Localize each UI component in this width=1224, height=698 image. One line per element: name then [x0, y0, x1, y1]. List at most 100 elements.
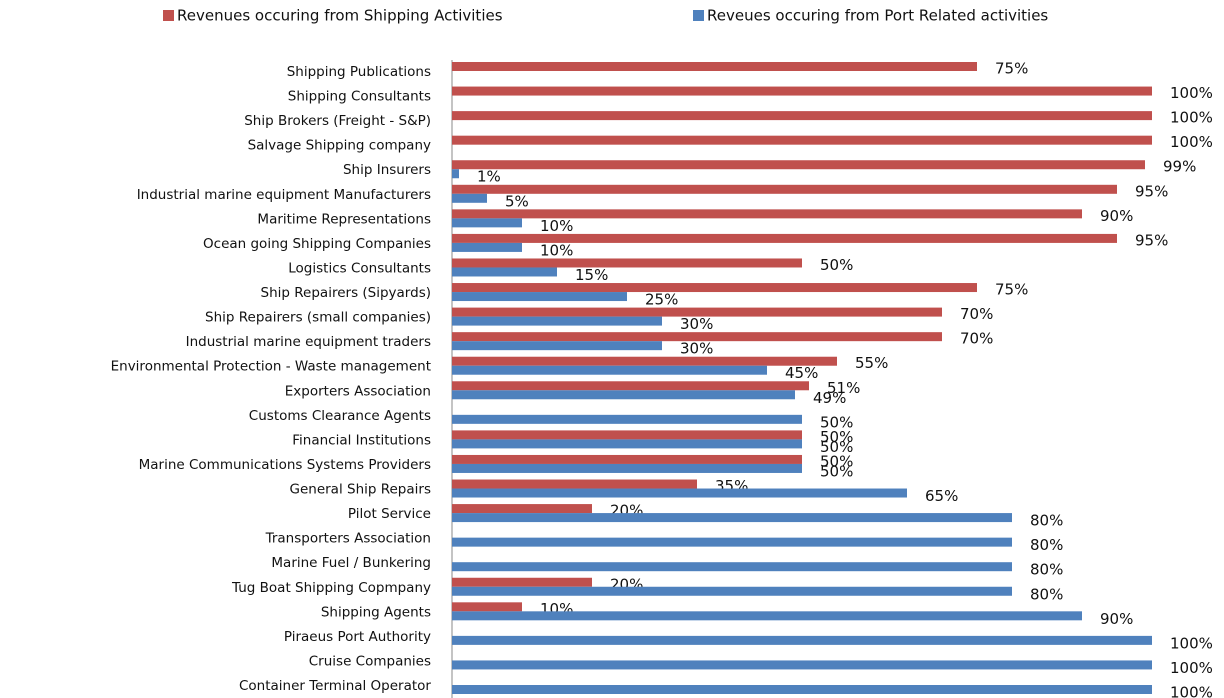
bar [452, 283, 977, 293]
bar [452, 513, 1012, 523]
value-label: 50% [820, 452, 853, 470]
value-label: 50% [820, 438, 853, 456]
value-label: 10% [540, 241, 573, 259]
bar [452, 611, 1082, 621]
legend-label: Revenues occuring from Shipping Activiti… [177, 7, 503, 25]
category-label: Environmental Protection - Waste managem… [111, 359, 431, 375]
value-label: 90% [1100, 610, 1133, 628]
bar [452, 390, 795, 400]
bar [452, 488, 907, 498]
bar [452, 454, 802, 464]
bar [452, 414, 802, 424]
category-label: Ship Brokers (Freight - S&P) [244, 113, 431, 129]
category-label: Container Terminal Operator [239, 678, 431, 694]
bar [452, 463, 802, 473]
bar [452, 341, 662, 351]
bar [452, 577, 592, 587]
bar [452, 111, 1152, 121]
category-label: Maritime Representations [257, 211, 431, 227]
value-label: 90% [1100, 207, 1133, 225]
bar [452, 242, 522, 252]
value-label: 51% [827, 379, 860, 397]
bar [452, 504, 592, 514]
legend-label: Reveues occuring from Port Related activ… [707, 7, 1048, 25]
value-label: 50% [820, 256, 853, 274]
bar [452, 233, 1117, 243]
category-label: Ocean going Shipping Companies [203, 236, 431, 252]
bar [452, 439, 802, 449]
value-label: 75% [995, 281, 1028, 299]
value-label: 95% [1135, 231, 1168, 249]
value-label: 100% [1170, 109, 1213, 127]
value-label: 25% [645, 291, 678, 309]
bar [452, 62, 977, 71]
value-label: 80% [1030, 512, 1063, 530]
category-label: Industrial marine equipment Manufacturer… [137, 187, 431, 203]
value-label: 100% [1170, 659, 1213, 677]
bar [452, 292, 627, 302]
value-label: 70% [960, 330, 993, 348]
value-label: 80% [1030, 585, 1063, 603]
bar [452, 258, 802, 268]
category-label: Salvage Shipping company [248, 138, 431, 154]
category-label: General Ship Repairs [290, 482, 432, 498]
value-label: 50% [820, 428, 853, 446]
value-label: 10% [540, 217, 573, 235]
value-label: 95% [1135, 182, 1168, 200]
value-label: 45% [785, 364, 818, 382]
category-label: Transporters Association [265, 531, 431, 547]
bar [452, 685, 1152, 694]
category-label: Ship Repairers (small companies) [205, 310, 431, 326]
bar [452, 430, 802, 440]
category-label: Ship Insurers [343, 162, 431, 178]
value-label: 100% [1170, 133, 1213, 151]
bar [452, 218, 522, 228]
value-label: 99% [1163, 158, 1196, 176]
value-label: 15% [575, 266, 608, 284]
bar [452, 332, 942, 342]
value-label: 50% [820, 413, 853, 431]
bar [452, 537, 1012, 547]
category-label: Exporters Association [285, 383, 431, 399]
value-label: 1% [477, 168, 501, 186]
category-label: Customs Clearance Agents [249, 408, 431, 424]
value-label: 5% [505, 192, 529, 210]
bar [452, 602, 522, 612]
value-label: 49% [813, 389, 846, 407]
category-label: Pilot Service [348, 506, 431, 522]
category-label: Shipping Consultants [288, 89, 431, 105]
category-label: Marine Fuel / Bunkering [271, 555, 431, 571]
bar [452, 381, 809, 391]
bar [452, 479, 697, 489]
category-label: Tug Boat Shipping Copmpany [231, 580, 431, 596]
legend-swatch [693, 10, 704, 21]
bar [452, 184, 1117, 194]
bar [452, 135, 1152, 145]
category-label: Logistics Consultants [288, 260, 431, 276]
bar [452, 562, 1012, 572]
bar [452, 160, 1145, 170]
value-label: 65% [925, 487, 958, 505]
category-label: Industrial marine equipment traders [186, 334, 431, 350]
value-label: 50% [820, 462, 853, 480]
value-label: 30% [680, 340, 713, 358]
bar [452, 660, 1152, 670]
value-label: 100% [1170, 84, 1213, 102]
value-label: 80% [1030, 561, 1063, 579]
bar [452, 86, 1152, 96]
value-label: 100% [1170, 634, 1213, 652]
bar [452, 209, 1082, 219]
bar [452, 586, 1012, 596]
value-label: 80% [1030, 536, 1063, 554]
bar [452, 316, 662, 326]
category-label: Financial Institutions [292, 432, 431, 448]
bar [452, 356, 837, 366]
bar [452, 365, 767, 375]
value-label: 30% [680, 315, 713, 333]
bar [452, 169, 459, 179]
bar [452, 193, 487, 203]
category-label: Piraeus Port Authority [284, 629, 431, 645]
category-label: Shipping Agents [321, 604, 431, 620]
value-label: 55% [855, 354, 888, 372]
